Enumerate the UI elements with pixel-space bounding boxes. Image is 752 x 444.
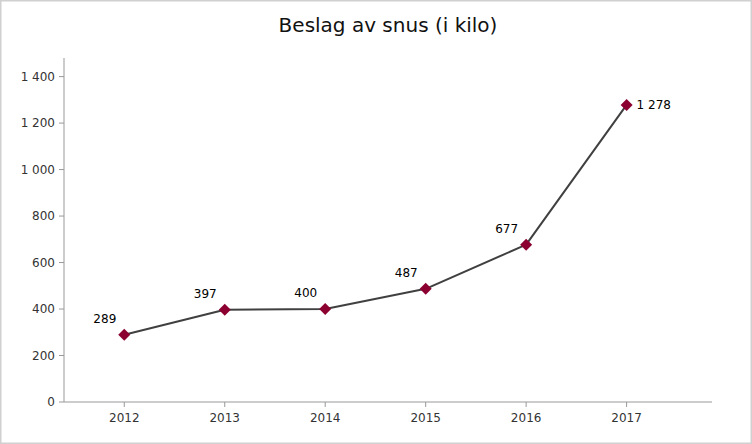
data-labels: 289 397 400 487 677 1 278 [93,98,671,326]
x-tick-label: 2016 [511,411,542,425]
data-label: 289 [93,312,116,326]
point-marker [621,99,633,111]
plot-area [118,99,632,341]
y-tick [59,76,64,77]
title: Beslag av snus (i kilo) [279,13,498,37]
background [1,1,752,444]
x-tick-label: 2013 [209,411,240,425]
x-tick [626,402,627,407]
chart-container: Beslag av snus (i kilo) 0 200 400 600 800 1 00… [0,0,752,444]
x-tick-label: 2014 [310,411,341,425]
y-tick-label: 1 000 [21,163,55,177]
data-label: 1 278 [637,98,671,112]
y-tick [59,355,64,356]
y-tick [59,262,64,263]
x-tick [526,402,527,407]
axes: 0 200 400 600 800 1 000 1 200 1 400 2012 2013 2014… [21,58,712,425]
x-axis-line [64,402,712,403]
y-tick [59,169,64,170]
x-tick-label: 2012 [109,411,140,425]
y-tick-label: 600 [32,256,55,270]
y-tick-label: 0 [47,395,55,409]
x-tick [425,402,426,407]
point-marker [219,304,231,316]
point-marker [118,329,130,341]
y-tick-label: 1 400 [21,70,55,84]
x-tick-label: 2015 [410,411,441,425]
x-tick [325,402,326,407]
data-label: 677 [495,222,518,236]
series-line [124,105,626,335]
chart-svg: Beslag av snus (i kilo) 0 200 400 600 800 1 00… [0,0,752,444]
y-tick [59,216,64,217]
point-marker [520,239,532,251]
x-tick [224,402,225,407]
point-marker [319,303,331,315]
data-label: 400 [294,286,317,300]
x-tick-label: 2017 [611,411,642,425]
y-tick [59,309,64,310]
y-tick [59,123,64,124]
y-axis-line [64,58,65,402]
x-tick [124,402,125,407]
data-label: 487 [395,266,418,280]
y-tick-label: 800 [32,209,55,223]
data-label: 397 [194,287,217,301]
y-tick-label: 400 [32,302,55,316]
y-tick-label: 1 200 [21,116,55,130]
point-marker [420,283,432,295]
y-tick [59,402,64,403]
y-tick-label: 200 [32,349,55,363]
